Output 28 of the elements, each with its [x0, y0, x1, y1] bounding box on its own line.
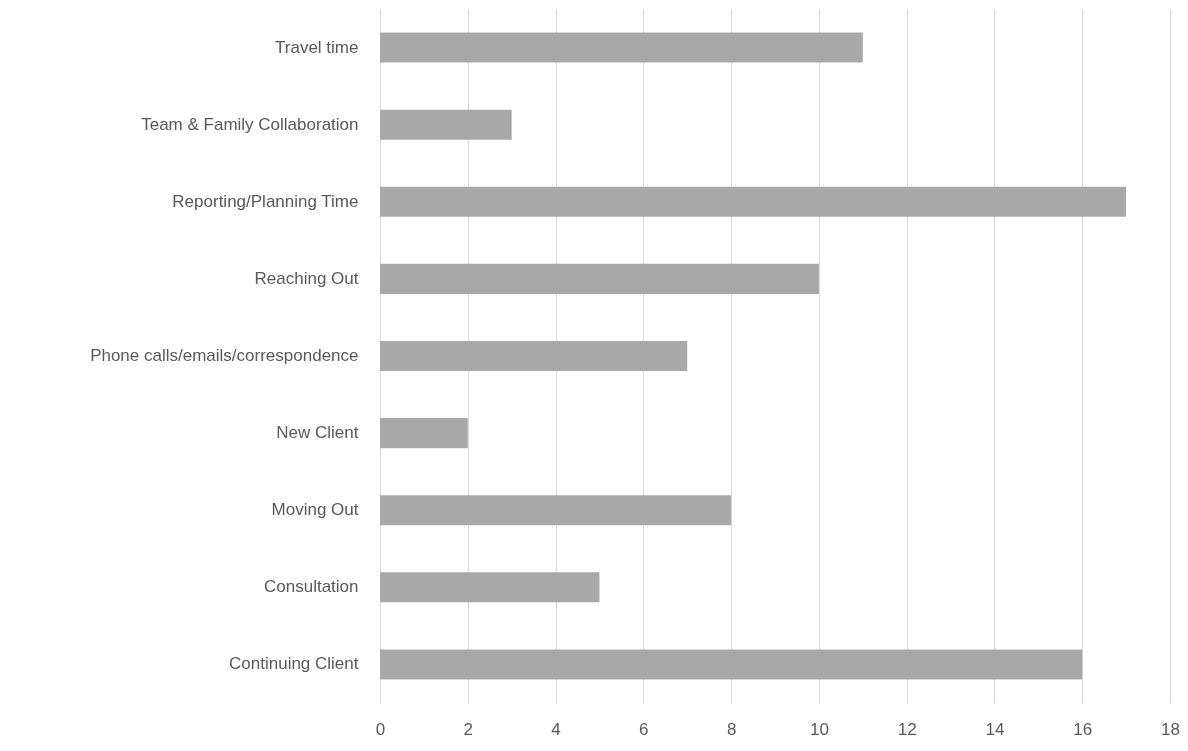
x-tick-label: 14 — [985, 719, 1005, 739]
y-tick-label: Reaching Out — [254, 268, 359, 288]
bar — [380, 263, 819, 294]
x-tick-label: 18 — [1161, 719, 1180, 739]
x-tick-label: 12 — [897, 719, 917, 739]
bar — [380, 418, 468, 449]
x-tick-label: 10 — [809, 719, 829, 739]
x-tick-label: 2 — [463, 719, 474, 739]
y-tick-label: Consultation — [263, 577, 359, 597]
y-tick-label: Travel time — [275, 37, 359, 57]
y-tick-label: Reporting/Planning Time — [172, 191, 359, 211]
x-tick-label: 8 — [726, 719, 737, 739]
x-tick-label: 16 — [1073, 719, 1093, 739]
bar — [380, 649, 1083, 680]
y-tick-label: Moving Out — [271, 500, 359, 520]
x-tick-label: 0 — [375, 719, 386, 739]
y-tick-label: New Client — [276, 423, 359, 443]
bar — [380, 340, 688, 372]
bar — [380, 186, 1127, 217]
y-tick-label: Team & Family Collaboration — [141, 114, 359, 134]
y-tick-label: Continuing Client — [229, 654, 359, 674]
y-tick-label: Phone calls/emails/correspondence — [90, 346, 359, 365]
bar — [380, 495, 732, 526]
x-tick-label: 6 — [639, 719, 649, 739]
x-tick-label: 4 — [551, 719, 561, 739]
bar — [380, 572, 600, 603]
bar — [380, 109, 512, 140]
bar — [380, 32, 863, 63]
